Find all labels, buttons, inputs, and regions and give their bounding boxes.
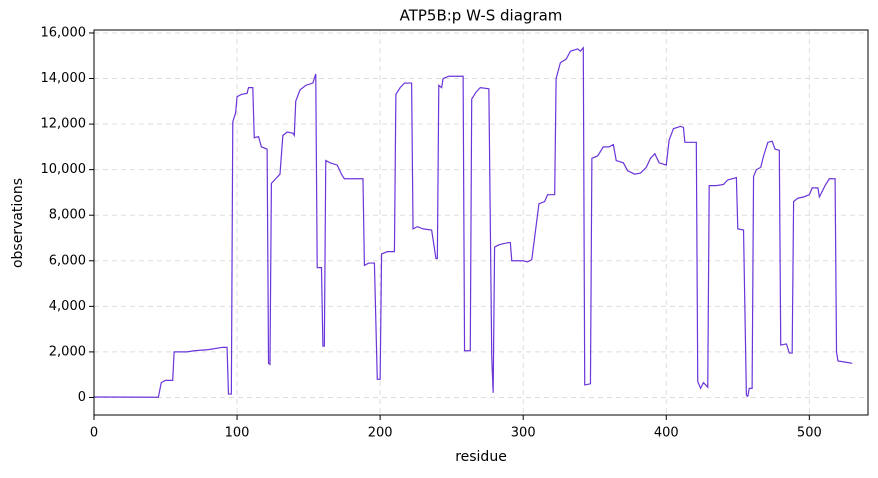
data-line	[93, 46, 853, 398]
y-tick-label: 0	[78, 390, 86, 405]
x-tick-label: 100	[225, 426, 250, 441]
y-tick-label: 2,000	[49, 344, 86, 359]
y-tick-label: 16,000	[41, 25, 87, 40]
x-tick-label: 0	[90, 426, 98, 441]
chart-title: ATP5B:p W-S diagram	[400, 7, 563, 25]
x-axis-label: residue	[455, 449, 507, 465]
x-tick-label: 300	[511, 426, 536, 441]
y-axis-label: observations	[10, 178, 26, 268]
y-tick-label: 12,000	[41, 117, 87, 132]
y-tick-label: 4,000	[49, 299, 86, 314]
y-tick-label: 14,000	[41, 71, 87, 86]
y-tick-label: 10,000	[41, 162, 87, 177]
y-tick-label: 8,000	[49, 208, 86, 223]
x-tick-label: 400	[654, 426, 679, 441]
plot-frame	[93, 29, 869, 416]
y-tick-label: 6,000	[49, 253, 86, 268]
x-tick-label: 200	[368, 426, 393, 441]
x-tick-label: 500	[797, 426, 822, 441]
